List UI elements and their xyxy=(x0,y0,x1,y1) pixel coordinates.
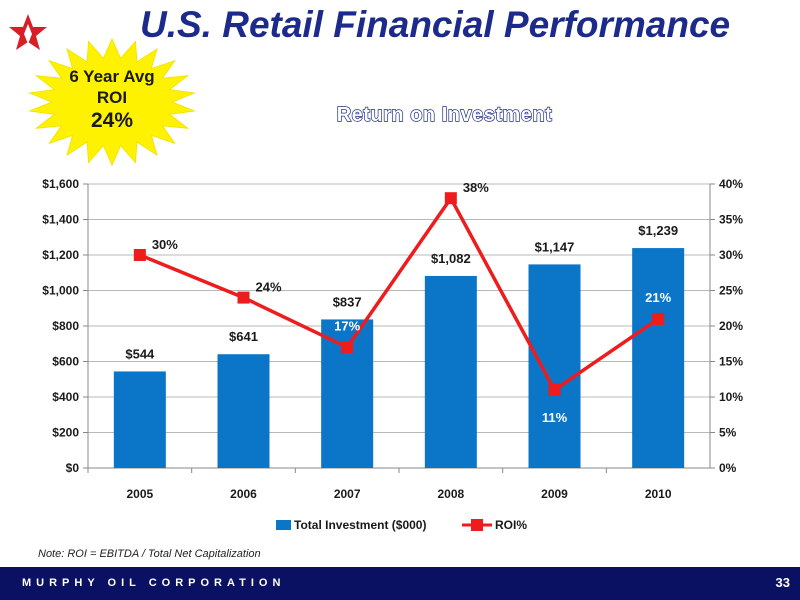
roi-definition-note: Note: ROI = EBITDA / Total Net Capitaliz… xyxy=(38,548,261,560)
y-right-tick-label: 15% xyxy=(719,355,743,369)
roi-marker-2008 xyxy=(444,192,457,205)
starburst-icon xyxy=(28,38,196,166)
y-left-tick-label: $1,000 xyxy=(42,284,79,298)
y-left-tick-label: $1,400 xyxy=(42,213,79,227)
x-tick-label: 2008 xyxy=(437,487,464,501)
bar-2005 xyxy=(113,371,166,468)
y-right-tick-label: 40% xyxy=(719,177,743,191)
y-right-tick-label: 25% xyxy=(719,284,743,298)
bar-2008 xyxy=(424,275,477,468)
red-star-logo-icon xyxy=(9,14,47,50)
x-tick-label: 2006 xyxy=(230,487,257,501)
roi-marker-2007 xyxy=(341,341,354,354)
roi-marker-2006 xyxy=(237,291,250,304)
roi-line xyxy=(139,194,660,393)
y-right-tick-label: 20% xyxy=(719,319,743,333)
bar-value-label: $1,082 xyxy=(431,251,471,266)
y-right-tick-label: 5% xyxy=(719,426,737,440)
x-tick-label: 2005 xyxy=(126,487,153,501)
y-left-tick-label: $1,200 xyxy=(42,248,79,262)
legend-label-investment: Total Investment ($000) xyxy=(294,518,426,532)
y-right-tick-label: 35% xyxy=(719,213,743,227)
chart-subtitle: Return on Investment xyxy=(336,103,553,126)
bar-value-label: $544 xyxy=(125,346,155,361)
legend-label-roi: ROI% xyxy=(495,518,527,532)
footer-bar: MURPHY OIL CORPORATION 33 xyxy=(0,567,800,600)
roi-value-label: 21% xyxy=(645,290,671,305)
x-tick-label: 2007 xyxy=(334,487,361,501)
page-number: 33 xyxy=(775,575,790,590)
roi-marker-2010 xyxy=(652,312,665,325)
roi-value-label: 30% xyxy=(152,237,178,252)
bar-value-label: $641 xyxy=(229,329,258,344)
roi-marker-2005 xyxy=(133,249,146,261)
y-left-tick-label: $600 xyxy=(52,355,79,369)
legend-marker-roi xyxy=(471,519,483,531)
bar-2010 xyxy=(632,248,685,468)
y-left-tick-label: $200 xyxy=(52,426,79,440)
y-left-tick-label: $800 xyxy=(52,319,79,333)
bar-2006 xyxy=(217,354,270,468)
roi-average-callout: 6 Year Avg ROI 24% xyxy=(28,66,196,134)
callout-line-2: ROI xyxy=(96,88,128,107)
y-right-tick-label: 10% xyxy=(719,390,743,404)
roi-value-label: 11% xyxy=(542,410,568,425)
slide-title: U.S. Retail Financial Performance xyxy=(140,4,731,45)
bar-2009 xyxy=(528,264,581,468)
y-left-tick-label: $0 xyxy=(66,461,80,475)
y-right-tick-label: 30% xyxy=(719,248,743,262)
y-left-tick-label: $400 xyxy=(52,390,79,404)
investment-roi-chart: $0 $200 $400 $600 $800 $1,000 $1,200 $1,400 $1,6… xyxy=(42,177,743,532)
callout-value: 24% xyxy=(90,109,134,132)
callout-line-1: 6 Year Avg xyxy=(69,67,155,86)
roi-value-label: 17% xyxy=(334,318,360,333)
roi-marker-2009 xyxy=(548,383,561,396)
bar-value-label: $1,239 xyxy=(638,223,678,238)
y-left-tick-label: $1,600 xyxy=(42,177,79,191)
y-right-tick-label: 0% xyxy=(719,461,737,475)
legend-swatch-investment xyxy=(276,520,291,530)
bar-value-label: $837 xyxy=(333,294,362,309)
x-tick-label: 2009 xyxy=(541,487,568,501)
bar-value-label: $1,147 xyxy=(535,239,575,254)
roi-value-label: 38% xyxy=(463,180,489,195)
x-tick-label: 2010 xyxy=(645,487,672,501)
company-name: MURPHY OIL CORPORATION xyxy=(22,577,286,589)
roi-value-label: 24% xyxy=(256,280,282,295)
